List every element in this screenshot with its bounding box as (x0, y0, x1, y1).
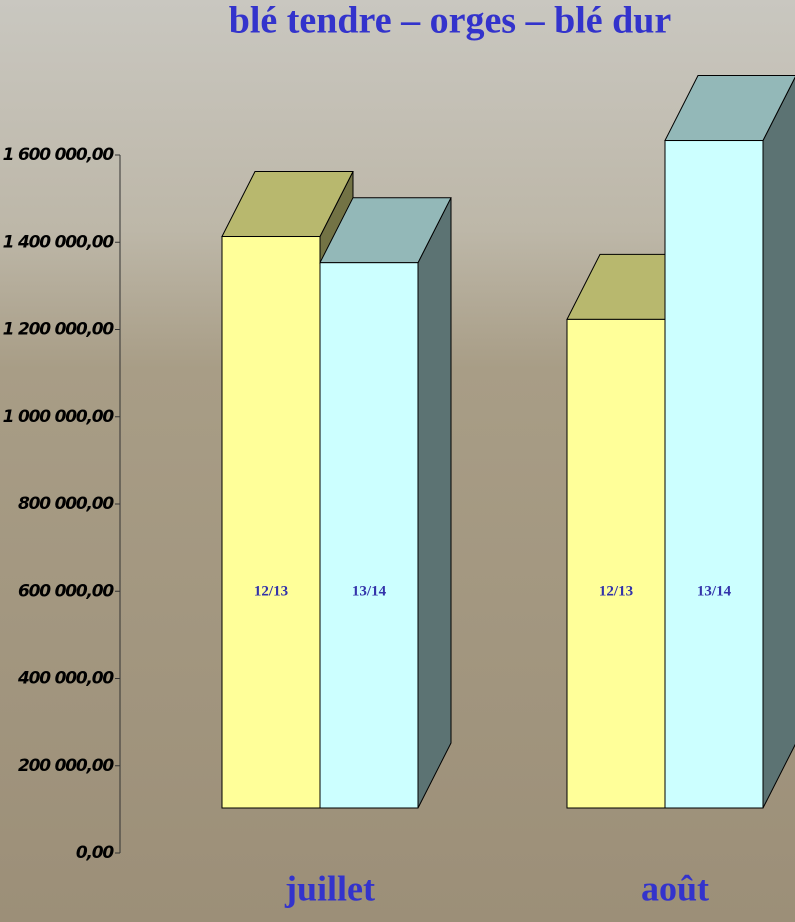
y-tick-label: 400 000,00 (17, 669, 114, 689)
x-tick-label: juillet (284, 868, 375, 908)
y-tick-label: 1 600 000,00 (3, 145, 115, 165)
y-tick-label: 1 000 000,00 (3, 407, 115, 427)
bar-side (762, 76, 795, 809)
x-tick-label: août (641, 868, 709, 908)
y-tick-label: 1 200 000,00 (3, 320, 115, 340)
series-label: 13/14 (697, 583, 732, 599)
series-label: 13/14 (352, 583, 387, 599)
chart-title: blé tendre – orges – blé dur (229, 0, 672, 42)
y-tick-label: 1 400 000,00 (3, 232, 115, 252)
bar (566, 318, 666, 809)
bar-side (417, 197, 452, 809)
series-label: 12/13 (599, 583, 633, 599)
series-label: 12/13 (254, 583, 288, 599)
y-tick-label: 0,00 (76, 843, 115, 863)
bar (664, 140, 764, 809)
y-tick-label: 200 000,00 (18, 756, 114, 776)
bar (221, 236, 321, 809)
y-tick-label: 800 000,00 (18, 494, 114, 514)
bar (319, 262, 419, 809)
y-tick-label: 600 000,00 (18, 581, 114, 601)
